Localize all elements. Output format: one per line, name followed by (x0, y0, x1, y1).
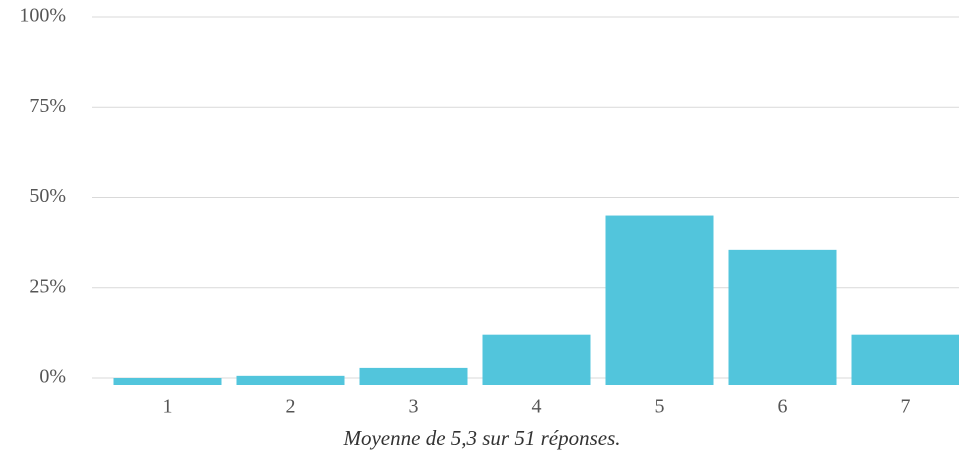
bar (605, 215, 714, 385)
bar (359, 367, 468, 385)
chart-caption: Moyenne de 5,3 sur 51 réponses. (342, 426, 620, 450)
y-tick-label: 0% (39, 366, 66, 388)
bar (236, 375, 345, 385)
x-tick-label: 5 (655, 396, 665, 418)
x-tick-label: 6 (778, 396, 788, 418)
x-tick-label: 7 (901, 396, 911, 418)
x-tick-label: 4 (532, 396, 542, 418)
y-tick-label: 25% (29, 275, 66, 297)
bar (728, 249, 837, 385)
y-tick-label: 50% (29, 185, 66, 207)
y-tick-label: 100% (19, 5, 66, 27)
x-tick-label: 3 (409, 396, 419, 418)
y-tick-label: 75% (29, 95, 66, 117)
x-tick-label: 2 (286, 396, 296, 418)
bar (113, 378, 222, 385)
bar (482, 334, 591, 385)
x-tick-label: 1 (163, 396, 173, 418)
bar (851, 334, 959, 385)
